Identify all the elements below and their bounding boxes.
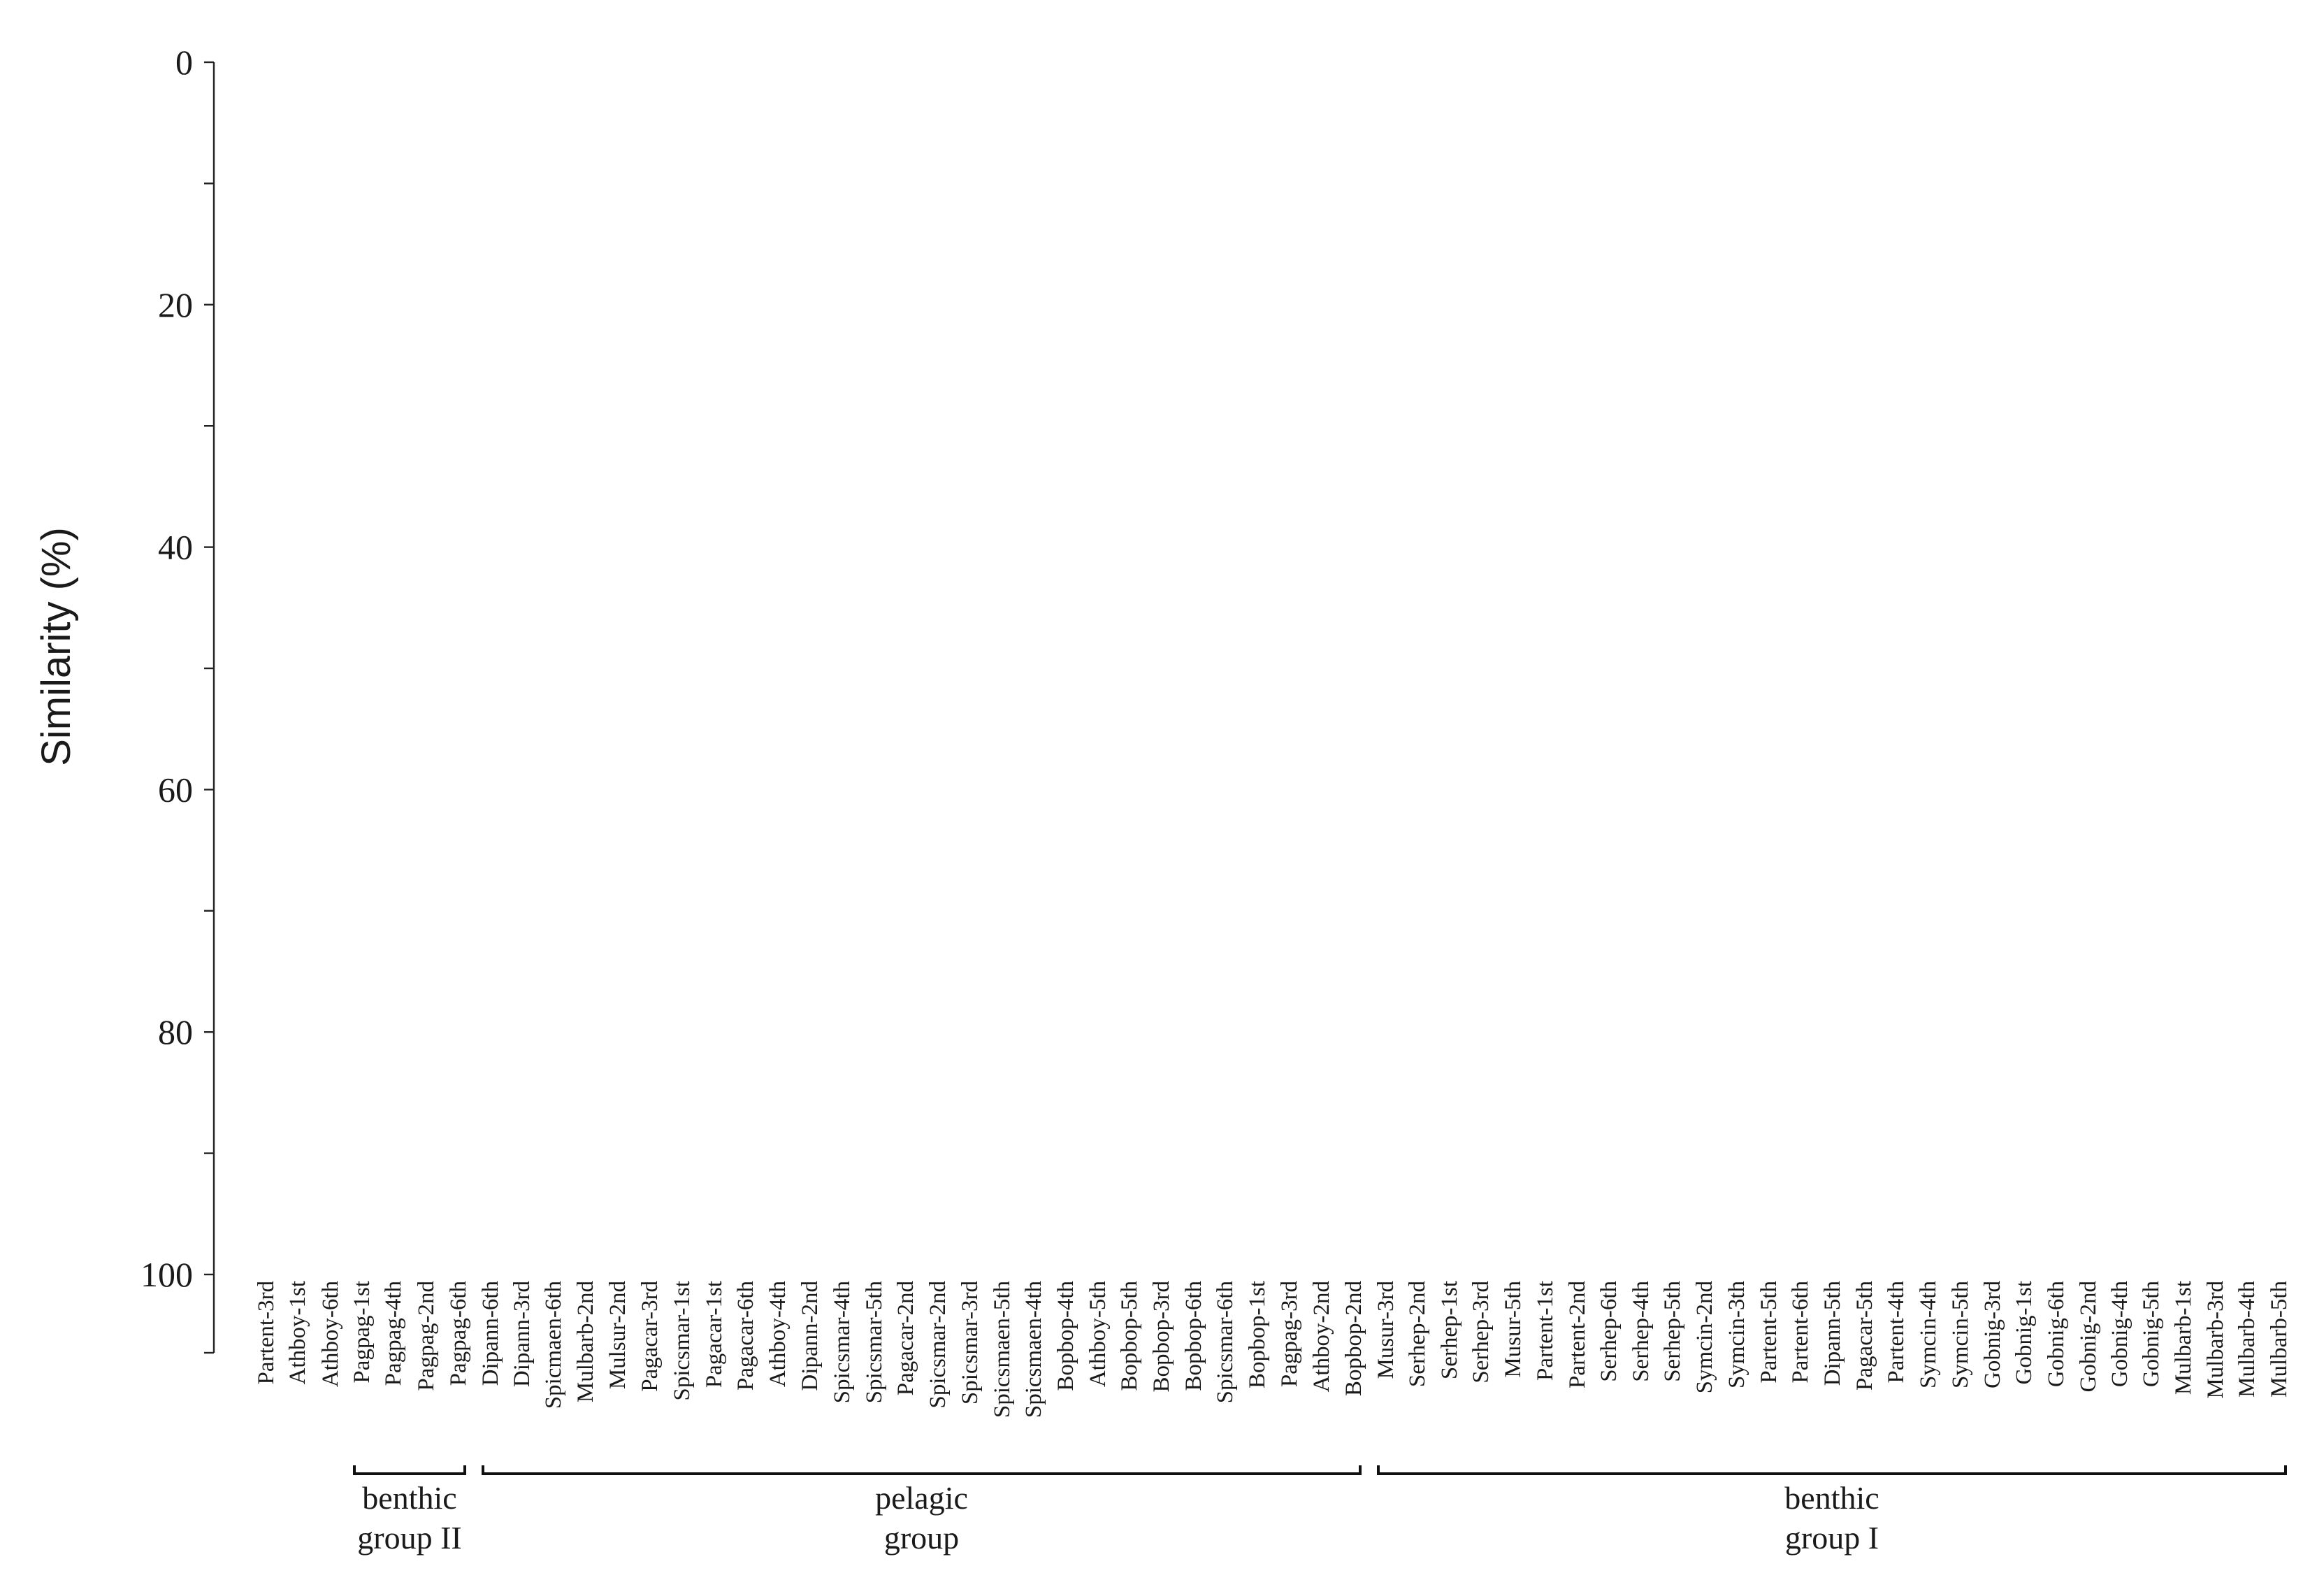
- leaf-label: Musur-3rd: [1373, 1281, 1399, 1379]
- leaf-label: Pagacar-3rd: [637, 1281, 663, 1392]
- leaf-label: Athboy-4th: [765, 1281, 791, 1388]
- group-label-line1: benthic: [1784, 1480, 1879, 1516]
- leaf-label: Spicsmar-3rd: [958, 1281, 983, 1405]
- leaf-label: Partent-4th: [1884, 1281, 1909, 1384]
- leaf-label: Dipann-3rd: [510, 1281, 535, 1388]
- y-tick-label: 20: [158, 285, 193, 324]
- leaf-label: Pagpag-3rd: [1277, 1281, 1302, 1388]
- leaf-label: Spicsmar-5th: [862, 1281, 887, 1404]
- leaf-label: Serhep-4th: [1629, 1281, 1654, 1382]
- leaf-label: Pagpag-4th: [381, 1281, 406, 1386]
- leaf-label: Spicsmar-2nd: [925, 1281, 951, 1409]
- leaf-label: Mulsur-2nd: [605, 1281, 630, 1390]
- leaf-label: Partent-3rd: [254, 1281, 279, 1385]
- leaf-label: Athboy-5th: [1085, 1281, 1111, 1388]
- leaf-labels: Partent-3rd Athboy-1st Athboy-6th Pagpag-1s…: [254, 1281, 2292, 1419]
- leaf-label: Symcin-5th: [1948, 1281, 1973, 1388]
- group-label-line1: benthic: [362, 1480, 456, 1516]
- leaf-label: Serhep-2nd: [1405, 1281, 1430, 1388]
- leaf-label: Mulbarb-3rd: [2203, 1281, 2228, 1399]
- leaf-label: Serhep-6th: [1596, 1281, 1622, 1382]
- leaf-label: Gobnig-5th: [2139, 1281, 2164, 1388]
- y-tick-label: 100: [140, 1255, 193, 1294]
- leaf-label: Spicsmar-4th: [830, 1281, 855, 1404]
- y-axis-label: Similarity (%): [34, 527, 79, 766]
- leaf-label: Pagacar-1st: [702, 1281, 727, 1388]
- leaf-label: Dipann-5th: [1820, 1281, 1845, 1386]
- leaf-label: Pagpag-2nd: [414, 1281, 439, 1391]
- leaf-label: Partent-1st: [1533, 1281, 1558, 1381]
- leaf-label: Pagacar-6th: [733, 1281, 758, 1391]
- leaf-label: Symcin-2nd: [1692, 1281, 1717, 1394]
- leaf-label: Athboy-2nd: [1309, 1281, 1334, 1393]
- group-label-line2: group II: [357, 1520, 461, 1556]
- leaf-label: Symcin-4th: [1916, 1281, 1941, 1388]
- leaf-label: Spicmaen-6th: [541, 1281, 566, 1409]
- y-tick-label: 60: [158, 770, 193, 809]
- leaf-label: Athboy-1st: [285, 1281, 310, 1385]
- leaf-label: Mulbarb-5th: [2267, 1281, 2292, 1398]
- leaf-label: Pagacar-5th: [1852, 1281, 1877, 1391]
- leaf-label: Pagpag-6th: [446, 1281, 471, 1386]
- leaf-label: Dipann-2nd: [797, 1281, 823, 1391]
- leaf-label: Pagacar-2nd: [893, 1281, 918, 1396]
- leaf-label: Athboy-6th: [318, 1281, 343, 1388]
- leaf-label: Gobnig-2nd: [2076, 1281, 2101, 1393]
- leaf-label: Dipann-6th: [478, 1281, 503, 1386]
- group-bracket: [353, 1465, 466, 1475]
- group-bracket: [1377, 1465, 2287, 1475]
- leaf-label: Serhep-5th: [1660, 1281, 1685, 1382]
- leaf-label: Mulbarb-1st: [2171, 1281, 2196, 1395]
- y-tick-label: 40: [158, 528, 193, 567]
- leaf-label: Partent-2nd: [1565, 1281, 1590, 1388]
- leaf-label: Bopbop-3rd: [1149, 1281, 1174, 1393]
- leaf-label: Bopbop-4th: [1053, 1281, 1078, 1391]
- group-label-line2: group: [884, 1520, 959, 1556]
- leaf-label: Spicsmaen-4th: [1021, 1281, 1046, 1419]
- y-tick-label: 80: [158, 1012, 193, 1051]
- leaf-label: Spicsmar-1st: [670, 1281, 695, 1401]
- leaf-label: Spicsmaen-5th: [990, 1281, 1015, 1419]
- group-label-line2: group I: [1785, 1520, 1879, 1556]
- leaf-label: Partent-6th: [1788, 1281, 1813, 1384]
- leaf-label: Serhep-3rd: [1468, 1281, 1494, 1384]
- group-annotations: benthic group II pelagic group benthic group …: [353, 1465, 2287, 1556]
- leaf-label: Partent-5th: [1756, 1281, 1782, 1384]
- leaf-label: Serhep-1st: [1437, 1281, 1462, 1379]
- y-axis: 0 20 40 60 80 100 Similarity (%): [34, 43, 215, 1354]
- leaf-label: Gobnig-6th: [2044, 1281, 2069, 1388]
- leaf-label: Gobnig-3rd: [1980, 1281, 2005, 1388]
- leaf-label: Pagpag-1st: [349, 1281, 375, 1384]
- leaf-label: Bopbop-6th: [1181, 1281, 1206, 1391]
- leaf-label: Mulbarb-4th: [2235, 1281, 2260, 1398]
- leaf-label: Musur-5th: [1501, 1281, 1526, 1378]
- y-tick-label: 0: [175, 43, 193, 82]
- leaf-label: Bopbop-1st: [1245, 1281, 1270, 1388]
- leaf-label: Bopbop-5th: [1117, 1281, 1142, 1391]
- group-label-line1: pelagic: [875, 1480, 968, 1516]
- leaf-label: Symcin-3th: [1724, 1281, 1749, 1388]
- leaf-label: Spicsmar-6th: [1213, 1281, 1238, 1404]
- leaf-label: Bopbop-2nd: [1341, 1281, 1366, 1397]
- leaf-label: Mulbarb-2nd: [573, 1281, 598, 1403]
- group-bracket: [482, 1465, 1362, 1475]
- leaf-label: Gobnig-1st: [2012, 1281, 2037, 1385]
- leaf-label: Gobnig-4th: [2107, 1281, 2132, 1388]
